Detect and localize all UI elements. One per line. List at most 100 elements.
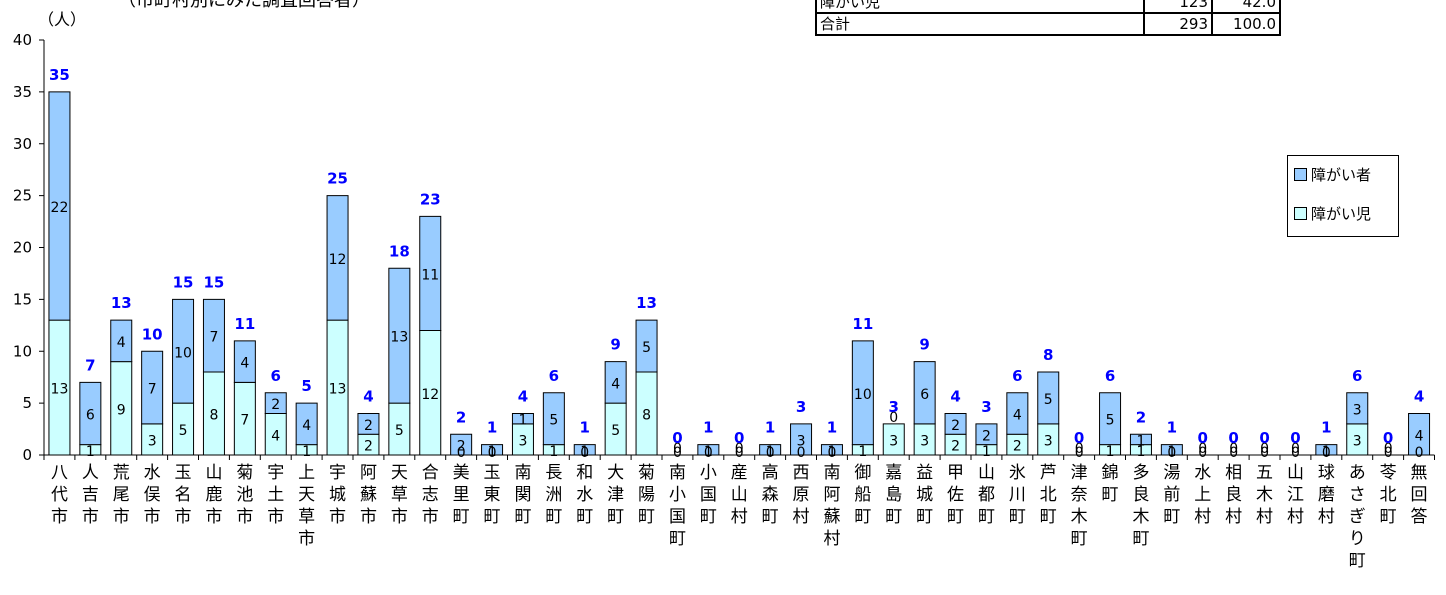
data-label-adult: 0 (735, 441, 744, 457)
data-label-total: 8 (1043, 346, 1053, 364)
data-label-total: 0 (1198, 429, 1208, 447)
bar-segment-adult (141, 350, 164, 425)
data-label-total: 6 (549, 367, 559, 385)
data-label-total: 6 (1352, 367, 1362, 385)
x-tick-label-char: 里 (453, 485, 470, 505)
bar-segment-adult (1129, 433, 1152, 446)
data-label-child: 0 (488, 445, 497, 461)
x-tick-label-char: 町 (916, 507, 933, 527)
x-tick-label-char: 天 (391, 463, 408, 483)
y-tick-label: 0 (22, 446, 32, 464)
x-tick-label-char: 城 (329, 485, 346, 505)
x-tick-label-char: 村 (793, 507, 810, 527)
x-tick-label-char: 多 (1132, 463, 1149, 483)
bar-segment-adult (1346, 392, 1369, 425)
data-label-adult: 13 (390, 330, 408, 346)
data-label-total: 1 (1321, 419, 1331, 437)
x-tick-label-char: 市 (329, 507, 346, 527)
data-label-child: 8 (209, 408, 218, 424)
data-label-adult: 1 (580, 444, 589, 460)
y-tick-label: 15 (13, 290, 32, 308)
data-label-total: 13 (111, 294, 132, 312)
bar-segment-adult (79, 381, 102, 446)
x-tick-label-char: 水 (144, 463, 161, 483)
data-label-adult: 5 (642, 340, 651, 356)
data-label-total: 1 (703, 419, 713, 437)
data-label-total: 15 (204, 273, 225, 291)
legend-label: 障がい者 (1311, 166, 1372, 184)
x-tick-label-char: 阿 (823, 485, 840, 505)
y-tick-label: 35 (13, 83, 32, 101)
data-label-adult: 3 (797, 433, 806, 449)
data-label-child: 0 (1167, 445, 1176, 461)
x-tick-label-char: 湯 (1163, 463, 1180, 483)
data-label-adult: 2 (457, 439, 466, 455)
data-label-adult: 4 (117, 335, 126, 351)
data-label-total: 1 (827, 419, 837, 437)
x-tick-label-char: 苓 (1380, 463, 1397, 483)
data-label-child: 1 (86, 444, 95, 460)
x-tick-label-char: 西 (793, 463, 810, 483)
data-label-adult: 0 (1291, 441, 1300, 457)
data-label-child: 0 (797, 445, 806, 461)
y-tick-label: 40 (13, 31, 32, 49)
data-label-child: 0 (1322, 445, 1331, 461)
x-tick-label-char: 村 (1318, 507, 1335, 527)
data-label-adult: 0 (1198, 441, 1207, 457)
bar-segment-adult (759, 444, 782, 456)
x-tick-label-char: 長 (545, 463, 562, 483)
x-tick-label-char: 江 (1287, 485, 1304, 505)
x-tick-label-char: 大 (607, 463, 624, 483)
x-tick-label-char: 木 (1132, 507, 1149, 527)
x-tick-label-char: 五 (1256, 463, 1273, 483)
x-tick-label-char: 錦 (1102, 463, 1119, 483)
data-label-total: 7 (85, 356, 95, 374)
x-tick-label-char: 関 (514, 485, 531, 505)
x-tick-label-char: 町 (453, 507, 470, 527)
x-tick-label-char: 甲 (947, 463, 964, 483)
x-tick-label-char: 津 (607, 485, 624, 505)
data-label-total: 4 (518, 388, 528, 406)
data-label-child: 12 (421, 387, 439, 403)
data-label-child: 1 (1106, 444, 1115, 460)
y-tick-label: 20 (13, 239, 32, 257)
x-tick-label-char: 町 (700, 507, 717, 527)
x-tick-label-char: 市 (422, 507, 439, 527)
bar-segment-adult (233, 340, 256, 383)
x-tick-label-char: 陽 (638, 485, 655, 505)
x-tick-label-char: 上 (1194, 485, 1211, 505)
x-tick-label-char: 玉 (484, 463, 501, 483)
data-label-child: 3 (889, 433, 898, 449)
legend-item-adult: 障がい者 (1294, 164, 1371, 185)
data-label-total: 0 (1074, 429, 1084, 447)
bar-segment-adult (450, 433, 473, 456)
x-tick-label-char: 町 (978, 507, 995, 527)
x-tick-label-char: 答 (1411, 507, 1428, 527)
bar-segment-adult (419, 215, 442, 331)
x-tick-label-char: 芦 (1040, 463, 1057, 483)
x-tick-label-char: 町 (1071, 529, 1088, 549)
data-label-total: 15 (173, 273, 194, 291)
legend-swatch-child (1294, 207, 1307, 220)
x-tick-label-char: 市 (144, 507, 161, 527)
x-tick-label-char: ぎ (1349, 507, 1366, 527)
x-tick-label-char: 益 (916, 463, 933, 483)
data-label-child: 0 (1229, 445, 1238, 461)
data-label-adult: 0 (1075, 441, 1084, 457)
data-label-total: 0 (1228, 429, 1238, 447)
summary-table: 障がい児 123 42.0 合計 293 100.0 (815, 0, 1281, 36)
x-tick-label-char: 市 (236, 507, 253, 527)
x-tick-label-char: 市 (51, 507, 68, 527)
x-tick-label-char: 町 (638, 507, 655, 527)
data-label-child: 1 (982, 444, 991, 460)
x-tick-label-char: 人 (82, 463, 99, 483)
x-tick-label-char: 阿 (360, 463, 377, 483)
data-label-adult: 1 (827, 444, 836, 460)
data-label-child: 9 (117, 402, 126, 418)
data-label-total: 4 (1414, 388, 1424, 406)
x-tick-label-char: 尾 (113, 485, 130, 505)
x-tick-label-char: 良 (1132, 485, 1149, 505)
data-label-child: 0 (766, 445, 775, 461)
x-tick-label-char: 村 (1225, 507, 1242, 527)
